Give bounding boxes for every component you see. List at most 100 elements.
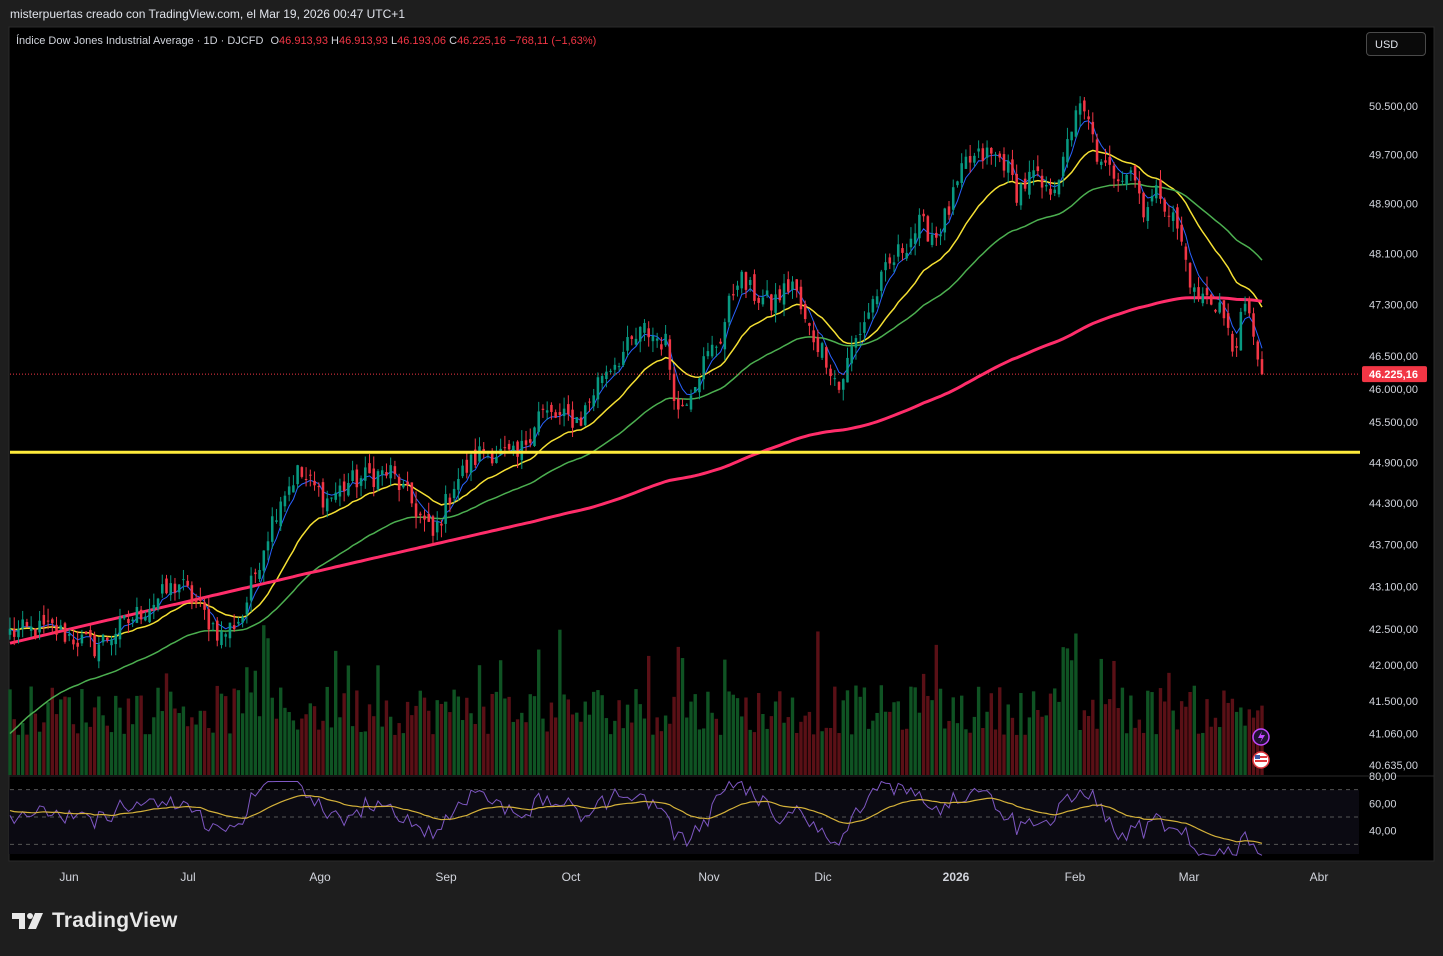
volume-bar — [1154, 734, 1158, 775]
candle — [579, 411, 583, 427]
volume-bar — [448, 712, 452, 775]
candle — [829, 364, 832, 386]
volume-bar — [1120, 687, 1125, 775]
volume-bar — [317, 729, 321, 775]
candle — [981, 143, 985, 169]
volume-bar — [575, 712, 579, 775]
volume-bar — [866, 728, 871, 775]
price-axis[interactable]: 50.500,00 49.700,00 48.900,00 48.100,00 47.3… — [1362, 101, 1427, 772]
candle — [761, 289, 765, 307]
candle — [748, 276, 752, 292]
candle — [740, 269, 744, 294]
candle — [710, 335, 714, 359]
low-value: 46.193,06 — [397, 35, 447, 47]
volume-bar — [1213, 717, 1218, 775]
volume-bar — [820, 731, 824, 775]
candle — [114, 628, 118, 656]
candle — [812, 321, 815, 351]
volume-bar — [169, 691, 173, 775]
price-tick-label: 44.300,00 — [1369, 498, 1418, 510]
candles — [8, 96, 1264, 669]
volume-bar — [152, 717, 156, 775]
volume-bar — [122, 733, 126, 775]
volume-bar — [799, 721, 803, 775]
volume-bar — [883, 711, 888, 775]
candle — [452, 481, 456, 503]
candle — [524, 430, 528, 452]
candle — [25, 618, 29, 628]
candle — [630, 334, 634, 346]
volume-bar — [1247, 709, 1252, 775]
price-tick-label: 46.500,00 — [1369, 351, 1418, 363]
candle — [1104, 148, 1107, 167]
candle — [1184, 243, 1188, 272]
tradingview-logo[interactable]: TradingView — [12, 909, 178, 933]
volume-bar — [1137, 719, 1142, 775]
candle — [63, 621, 67, 644]
volume-bar — [701, 728, 706, 775]
chart-icons[interactable] — [1252, 728, 1270, 769]
candle — [1045, 176, 1048, 192]
volume-bar — [718, 734, 723, 775]
candle — [275, 508, 278, 524]
low-label: L — [390, 35, 398, 47]
candle — [550, 402, 553, 420]
moving-average-line — [9, 296, 1263, 645]
lightning-icon[interactable] — [1252, 728, 1270, 746]
volume-bar — [998, 687, 1002, 775]
candle — [232, 614, 236, 632]
volume-bar — [1129, 695, 1133, 775]
candle — [215, 617, 219, 647]
candle — [139, 605, 143, 625]
volume-bar — [1205, 699, 1209, 775]
candle — [850, 335, 853, 372]
volume-bar — [405, 701, 410, 775]
volume-bar — [101, 715, 105, 775]
volume-bar — [270, 697, 274, 775]
volume-bar — [1086, 716, 1091, 775]
us-flag-icon[interactable] — [1252, 751, 1270, 769]
symbol-legend[interactable]: Índice Dow Jones Industrial Average · 1D… — [16, 35, 596, 47]
candle — [8, 617, 12, 640]
candle — [156, 597, 160, 612]
candle — [588, 398, 591, 412]
volume-bar — [587, 714, 592, 775]
candle — [89, 625, 92, 648]
candle — [1154, 179, 1158, 204]
volume-bar — [80, 689, 84, 775]
price-tick-label: 44.900,00 — [1369, 457, 1418, 469]
candle — [655, 332, 659, 348]
candle — [270, 507, 274, 549]
volume-bar — [837, 733, 841, 775]
volume-bar — [697, 729, 702, 775]
volume-bar — [160, 711, 164, 775]
time-axis[interactable]: Jun Jul Ago Sep Oct Nov Dic 2026 Feb Mar Abr — [59, 870, 1328, 884]
volume-bar — [1226, 702, 1230, 775]
rsi-tick-label: 80,00 — [1369, 771, 1397, 783]
volume-bar — [1230, 698, 1235, 775]
currency-button[interactable]: USD — [1366, 32, 1426, 56]
candle — [520, 430, 524, 470]
volume-bar — [807, 711, 812, 775]
candle — [596, 372, 600, 409]
volume-bar — [1078, 729, 1082, 775]
candle — [186, 575, 189, 588]
candle — [12, 617, 16, 646]
volume-bar — [1103, 704, 1108, 775]
candle — [385, 463, 388, 479]
volume-bar — [976, 686, 981, 775]
volume-bar — [359, 731, 363, 775]
candle — [254, 568, 257, 584]
candle — [837, 381, 841, 394]
candle — [211, 621, 215, 632]
volume-bar — [253, 670, 258, 775]
candle — [1133, 165, 1137, 188]
candle — [435, 511, 439, 541]
volume-bar — [959, 695, 964, 775]
volume-bar — [1234, 711, 1239, 775]
candle — [34, 628, 37, 640]
candle — [896, 234, 900, 262]
candle — [753, 269, 756, 305]
